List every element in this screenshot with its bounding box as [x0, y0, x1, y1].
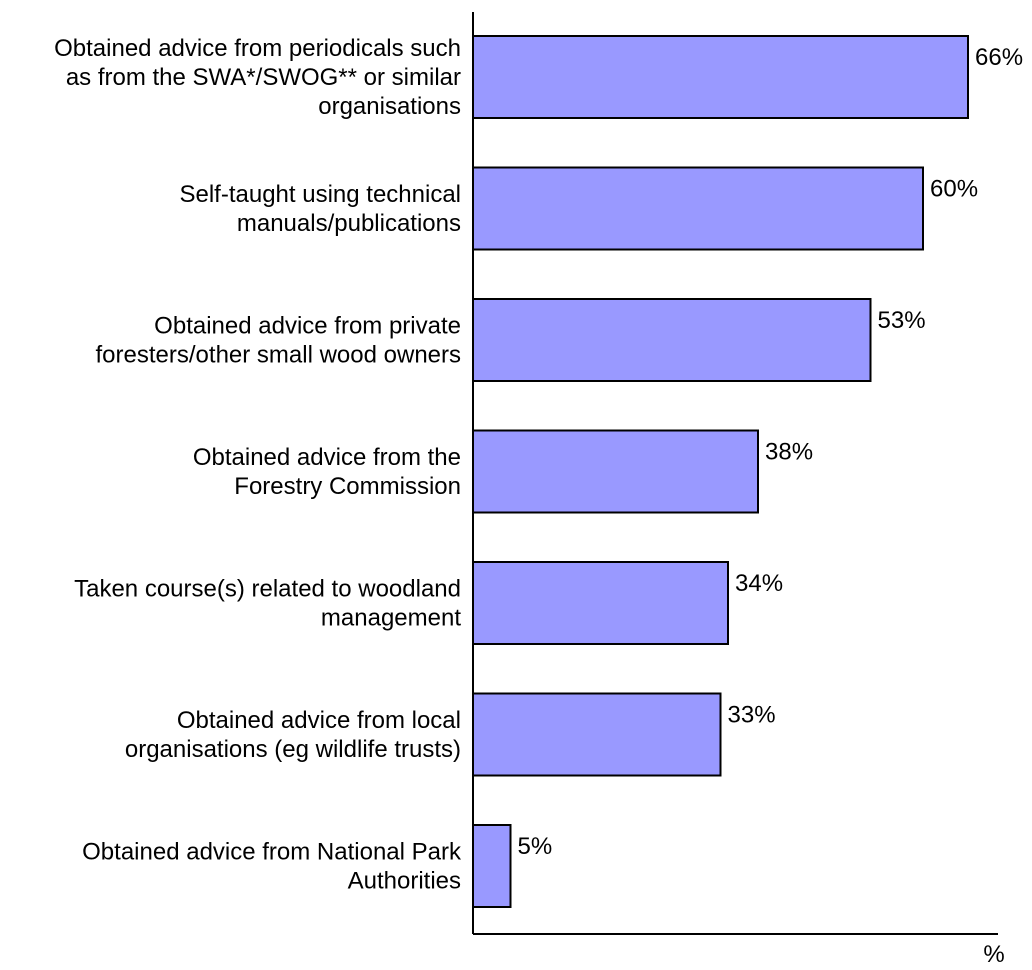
bar-4 — [472, 429, 759, 514]
value-label-6: 33% — [728, 702, 776, 729]
value-label-1: 66% — [975, 44, 1023, 71]
category-label-6-line-1: Obtained advice from local — [177, 707, 461, 734]
value-label-3: 53% — [878, 307, 926, 334]
bar-3 — [472, 298, 872, 382]
category-label-6-line-2: organisations (eg wildlife trusts) — [125, 736, 461, 763]
category-label-2-line-2: manuals/publications — [237, 210, 461, 237]
category-label-5-line-2: management — [321, 605, 461, 632]
category-label-5: Taken course(s) related to woodland manag… — [74, 576, 461, 632]
category-label-1: Obtained advice from periodicals such as … — [54, 35, 461, 120]
category-label-7-line-2: Authorities — [348, 868, 461, 895]
category-label-7: Obtained advice from National Park Author… — [82, 839, 462, 895]
category-label-1-line-1: Obtained advice from periodicals such — [54, 35, 461, 62]
value-label-7: 5% — [518, 833, 553, 860]
category-label-2: Self-taught using technical manuals/publi… — [179, 181, 461, 237]
category-labels-group: Obtained advice from periodicals such as … — [54, 35, 462, 895]
category-label-4-line-1: Obtained advice from the — [193, 444, 461, 471]
bar-6 — [472, 692, 722, 777]
bar-5 — [472, 561, 729, 645]
category-label-1-line-2: as from the SWA*/SWOG** or similar — [66, 64, 461, 91]
bar-1 — [472, 35, 969, 119]
value-label-5: 34% — [735, 570, 783, 597]
x-axis-unit-label: % — [983, 941, 1004, 968]
category-label-4: Obtained advice from the Forestry Commiss… — [193, 444, 461, 500]
category-label-4-line-2: Forestry Commission — [234, 473, 461, 500]
value-label-4: 38% — [765, 439, 813, 466]
bars-group — [472, 35, 969, 908]
category-label-3: Obtained advice from private foresters/ot… — [96, 313, 461, 369]
bar-2 — [472, 166, 924, 251]
category-label-6: Obtained advice from local organisations … — [125, 707, 461, 763]
value-labels-group: 66% 60% 53% 38% 34% 33% 5% — [518, 44, 1024, 860]
value-label-2: 60% — [930, 176, 978, 203]
category-label-1-line-3: organisations — [318, 93, 461, 120]
category-label-3-line-2: foresters/other small wood owners — [96, 342, 461, 369]
bar-7 — [472, 824, 512, 908]
category-label-7-line-1: Obtained advice from National Park — [82, 839, 462, 866]
category-label-5-line-1: Taken course(s) related to woodland — [74, 576, 461, 603]
category-label-3-line-1: Obtained advice from private — [154, 313, 461, 340]
category-label-2-line-1: Self-taught using technical — [179, 181, 461, 208]
